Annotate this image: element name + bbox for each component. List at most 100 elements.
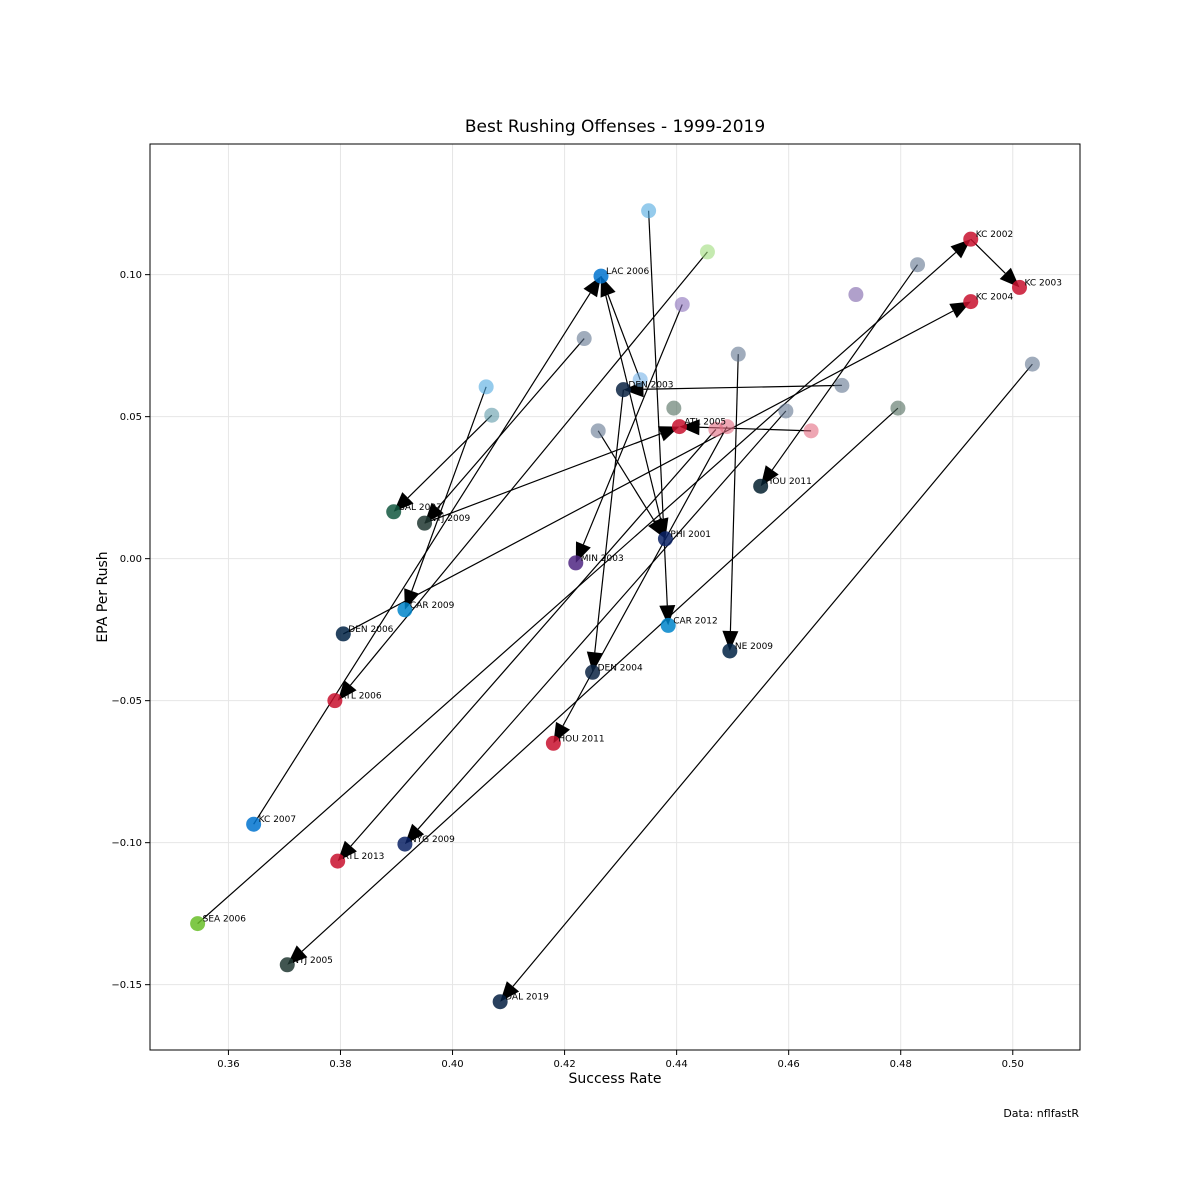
data-point xyxy=(593,268,609,284)
arrow-shaft xyxy=(597,430,656,523)
point-label: DEN 2003 xyxy=(628,381,673,391)
point-label: CAR 2012 xyxy=(673,616,717,626)
data-point xyxy=(674,296,690,312)
x-tick-label: 0.48 xyxy=(890,1059,912,1070)
data-point xyxy=(478,379,494,395)
arrow-shaft xyxy=(197,251,957,925)
y-tick-label: −0.10 xyxy=(111,838,142,849)
point-label: PHI 2001 xyxy=(670,530,711,540)
point-label: NYJ 2005 xyxy=(292,956,333,966)
data-point xyxy=(778,403,794,419)
point-label: KC 2004 xyxy=(976,293,1014,303)
point-label: ATL 2006 xyxy=(340,692,382,702)
data-point xyxy=(576,331,592,347)
data-point xyxy=(632,372,648,388)
data-point xyxy=(848,287,864,303)
point-label: NYG 2009 xyxy=(410,835,455,845)
point-label: BAL 2007 xyxy=(399,503,442,513)
x-axis-ticks: 0.36 0.38 0.40 0.42 0.44 0.46 0.48 0.50 xyxy=(217,1050,1024,1070)
data-point xyxy=(699,244,715,260)
data-source-caption: Data: nflfastR xyxy=(1003,1107,1079,1120)
point-label: DEN 2004 xyxy=(598,663,643,673)
point-label: LAC 2006 xyxy=(606,267,650,277)
data-point xyxy=(657,531,673,547)
x-tick-label: 0.50 xyxy=(1002,1059,1024,1070)
y-tick-label: 0.05 xyxy=(120,412,142,423)
arrow-head xyxy=(679,419,700,436)
data-point xyxy=(666,400,682,416)
arrow-shaft xyxy=(253,292,591,825)
data-point xyxy=(753,478,769,494)
arrow-shaft xyxy=(424,433,661,524)
arrow-shaft xyxy=(729,354,739,631)
arrow-shaft xyxy=(417,410,787,830)
arrow-shaft xyxy=(407,414,493,499)
arrow xyxy=(586,389,625,673)
point-label: DEN 2006 xyxy=(348,625,393,635)
arrow-head xyxy=(722,630,739,651)
y-tick-label: 0.00 xyxy=(120,554,142,565)
point-label: SEA 2006 xyxy=(203,915,247,925)
data-point xyxy=(834,377,850,393)
y-axis-label: EPA Per Rush xyxy=(95,551,111,642)
point-label: HOU 2011 xyxy=(558,734,604,744)
data-point xyxy=(1011,279,1027,295)
x-tick-label: 0.36 xyxy=(217,1059,239,1070)
data-point xyxy=(660,617,676,633)
point-label: KC 2007 xyxy=(259,815,296,825)
data-point xyxy=(590,423,606,439)
arrow-shaft xyxy=(771,264,919,471)
data-point xyxy=(963,231,979,247)
data-point xyxy=(397,836,413,852)
data-point xyxy=(190,916,206,932)
arrow-shaft xyxy=(411,386,487,592)
data-point xyxy=(641,203,657,219)
arrow-shaft xyxy=(594,389,625,653)
x-axis-label: Success Rate xyxy=(569,1071,662,1087)
point-label: MIN 2003 xyxy=(581,554,624,564)
arrow-head xyxy=(659,605,676,626)
arrow-shaft xyxy=(970,238,1006,274)
point-label: ATL 2013 xyxy=(343,852,385,862)
grid-lines xyxy=(150,144,1080,1050)
data-point xyxy=(615,382,631,398)
point-label: KC 2002 xyxy=(976,230,1013,240)
arrow-shaft xyxy=(607,294,641,380)
arrow-shaft xyxy=(512,363,1033,987)
y-tick-label: −0.15 xyxy=(111,980,142,991)
x-tick-label: 0.38 xyxy=(329,1059,351,1070)
data-point xyxy=(708,421,724,437)
data-point xyxy=(492,994,508,1010)
data-point xyxy=(722,643,738,659)
data-point xyxy=(386,504,402,520)
y-tick-label: −0.05 xyxy=(111,696,142,707)
data-point xyxy=(963,294,979,310)
point-label: ATL 2005 xyxy=(684,418,726,428)
data-point xyxy=(417,515,433,531)
data-point xyxy=(246,816,262,832)
point-label: KC 2003 xyxy=(1024,278,1061,288)
data-point xyxy=(568,555,584,571)
data-point xyxy=(730,346,746,362)
arrow-shaft xyxy=(343,310,954,635)
arrow-shaft xyxy=(600,275,662,520)
data-point xyxy=(671,419,687,435)
data-point xyxy=(330,853,346,869)
data-point xyxy=(327,693,343,709)
data-point xyxy=(279,957,295,973)
x-tick-label: 0.40 xyxy=(441,1059,463,1070)
x-tick-label: 0.42 xyxy=(553,1059,575,1070)
data-point xyxy=(545,735,561,751)
data-point xyxy=(803,423,819,439)
point-label: HOU 2011 xyxy=(766,477,812,487)
arrow-head xyxy=(337,680,357,701)
point-labels-layer: KC 2002 KC 2003 KC 2004 LAC 2006 DEN 2003 ATL… xyxy=(203,230,1062,1003)
x-tick-label: 0.44 xyxy=(665,1059,687,1070)
data-point xyxy=(890,400,906,416)
y-axis-ticks: 0.10 0.05 0.00 −0.05 −0.10 −0.15 xyxy=(111,270,150,991)
point-label: NYJ 2009 xyxy=(430,514,471,524)
data-point xyxy=(397,602,413,618)
data-point xyxy=(585,664,601,680)
arrow-shaft xyxy=(301,407,899,952)
data-point xyxy=(484,407,500,423)
